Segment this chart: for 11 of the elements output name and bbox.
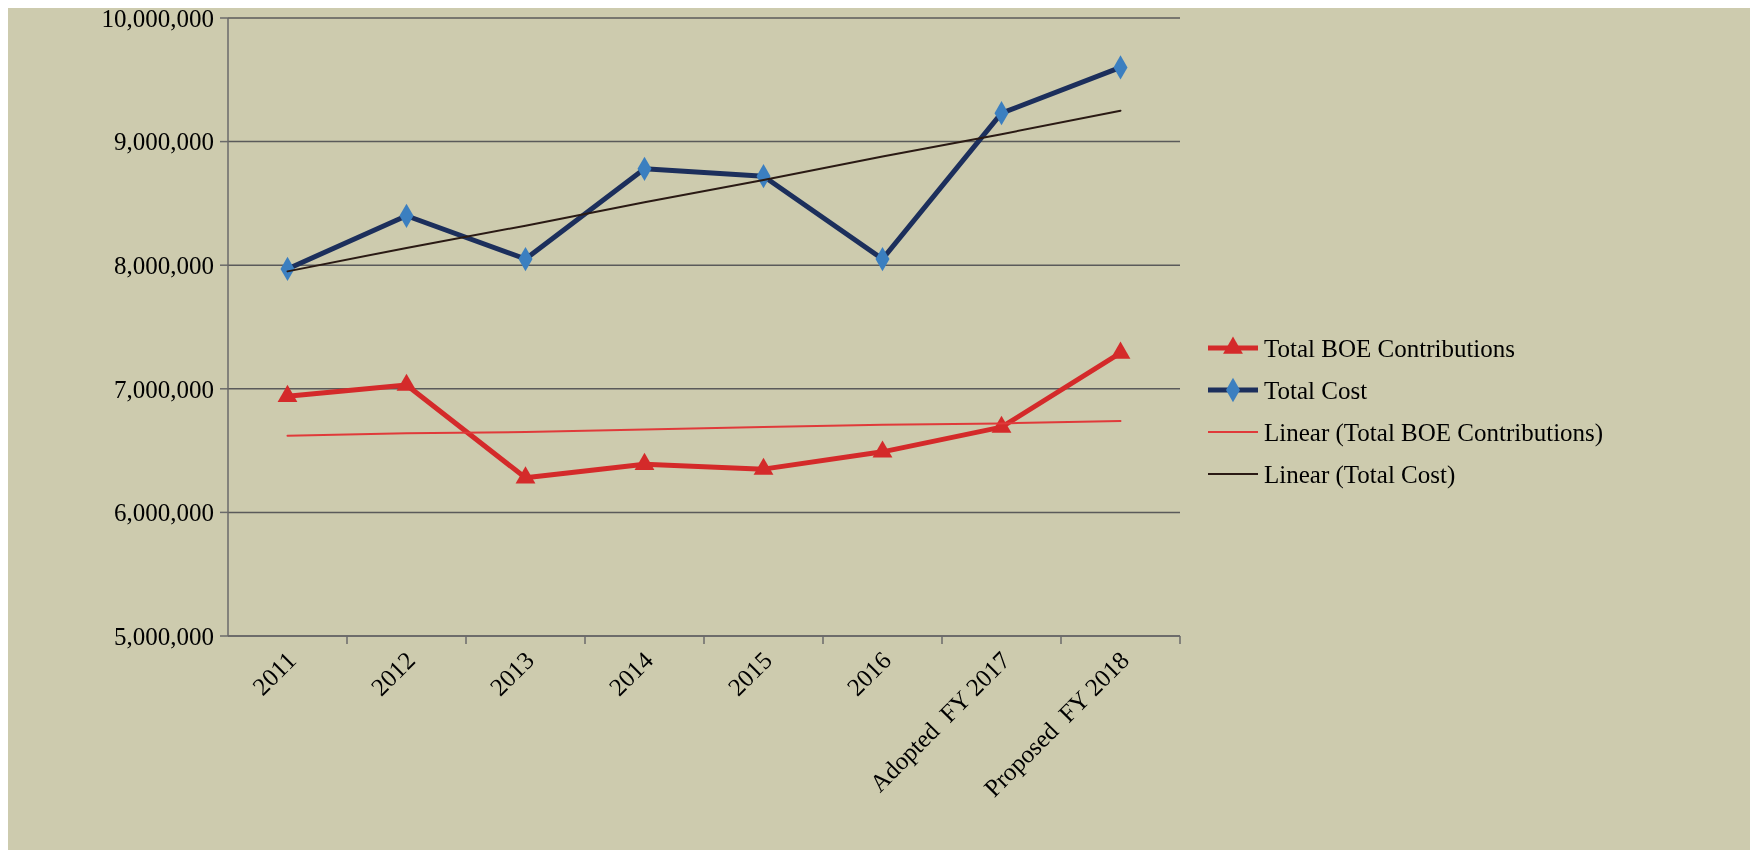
y-tick-label: 10,000,000: [101, 4, 214, 32]
y-tick-label: 5,000,000: [114, 622, 214, 650]
y-tick-label: 9,000,000: [114, 128, 214, 156]
legend-label: Linear (Total Cost): [1264, 460, 1456, 489]
y-tick-label: 8,000,000: [114, 251, 214, 279]
legend-label: Total BOE Contributions: [1264, 334, 1516, 362]
legend-label: Total Cost: [1264, 376, 1368, 404]
x-tick-label: 2011: [247, 646, 302, 701]
y-tick-label: 6,000,000: [114, 499, 214, 527]
y-tick-label: 7,000,000: [114, 375, 214, 403]
legend-label: Linear (Total BOE Contributions): [1264, 418, 1604, 447]
